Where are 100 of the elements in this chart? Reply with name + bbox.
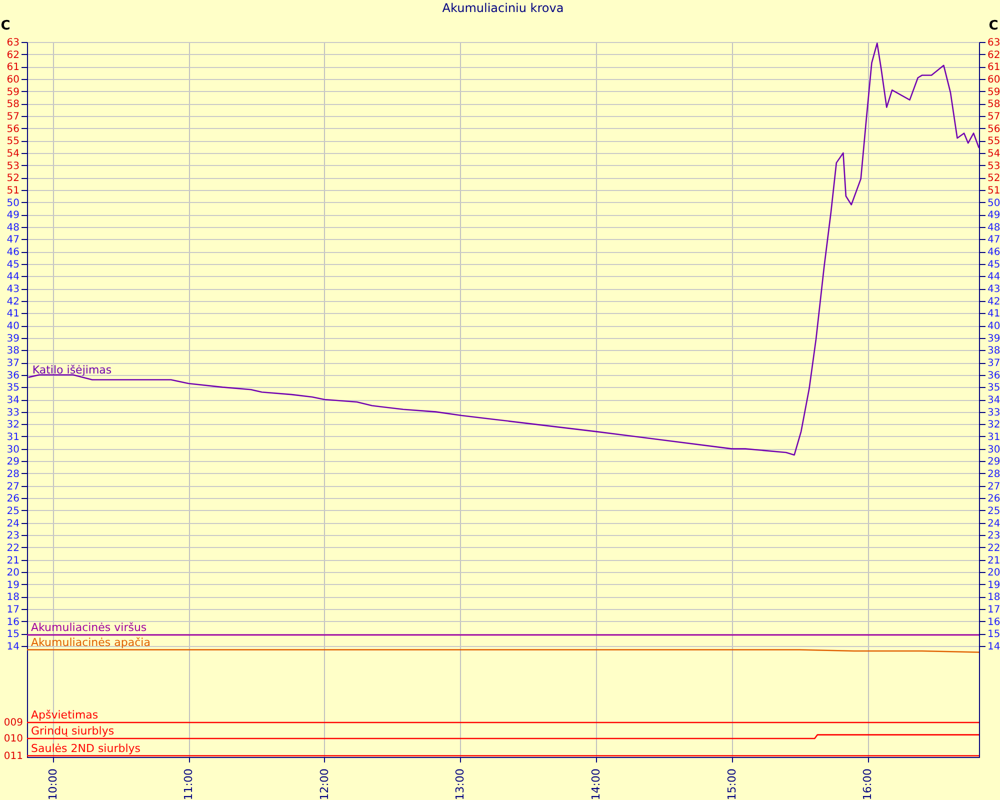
y2-tick-label: 17 — [988, 604, 1000, 616]
y2-tick-label: 48 — [988, 222, 1000, 234]
series-label: Akumuliacinės viršus — [31, 620, 147, 634]
y-tick-label: 30 — [6, 444, 20, 456]
y2-tick-label: 19 — [988, 580, 1000, 591]
y-tick-label: 24 — [6, 518, 20, 530]
y2-tick-label: 22 — [988, 542, 1000, 554]
y2-tick-label: 38 — [988, 346, 1000, 357]
y-tick-label: 57 — [6, 111, 20, 122]
x-tick-label: 16:00 — [861, 768, 874, 800]
y-tick-label: 21 — [6, 555, 20, 566]
y-tick-label: 38 — [6, 346, 20, 357]
series-label: Katilo išėjimas — [32, 363, 112, 376]
y2-tick-label: 26 — [988, 494, 1000, 505]
y-axis-title: C — [0, 18, 10, 34]
y-tick-label: 51 — [6, 185, 20, 196]
y-tick-label: 22 — [6, 542, 20, 554]
y-tick-label: 43 — [6, 284, 20, 296]
y-tick-label: 16 — [6, 616, 20, 628]
y-tick-label: 29 — [6, 456, 20, 468]
y2-tick-label: 43 — [988, 284, 1000, 296]
y2-tick-label: 50 — [988, 198, 1000, 209]
y2-tick-label: 28 — [988, 468, 1000, 480]
y-tick-label: 18 — [6, 592, 20, 604]
y-tick-label: 28 — [6, 468, 20, 480]
y-tick-label: 26 — [6, 494, 20, 505]
y-tick-label: 52 — [6, 173, 20, 184]
chart-title: Akumuliaciniu krova — [442, 1, 564, 15]
x-tick-label: 15:00 — [725, 768, 738, 800]
y-tick-label: 60 — [6, 74, 20, 86]
y2-tick-label: 25 — [988, 506, 1000, 517]
y-tick-label: 54 — [6, 148, 20, 160]
y2-tick-label: 63 — [988, 38, 1000, 48]
y-tick-label: 14 — [6, 642, 20, 653]
y-tick-label: 49 — [6, 210, 20, 222]
y-tick-label: 41 — [6, 308, 20, 320]
y2-tick-label: 27 — [988, 481, 1000, 492]
y2-tick-label: 31 — [988, 432, 1000, 443]
y-tick-label: 32 — [6, 420, 20, 431]
y-tick-label: 37 — [6, 358, 20, 370]
x-tick-label: 11:00 — [182, 768, 196, 800]
y2-tick-label: 54 — [988, 148, 1000, 160]
y-tick-label: 40 — [6, 321, 20, 332]
y2-tick-label: 60 — [988, 74, 1000, 86]
y-tick-label: 42 — [6, 296, 20, 308]
y2-tick-label: 35 — [988, 382, 1000, 394]
y2-tick-label: 32 — [988, 420, 1000, 431]
y2-tick-label: 45 — [988, 259, 1000, 270]
line-series — [28, 42, 980, 456]
y-tick-label: 45 — [6, 259, 20, 270]
text: 009 — [4, 717, 23, 728]
y-tick-label: 17 — [6, 604, 20, 616]
y-tick-label: 50 — [6, 198, 20, 209]
y2-tick-label: 53 — [988, 160, 1000, 172]
y-tick-label: 27 — [6, 481, 20, 492]
x-tick-label: 10:00 — [46, 768, 60, 800]
y-tick-label: 62 — [6, 50, 20, 61]
y-tick-label: 59 — [6, 86, 20, 98]
series-label: Grindų siurblys — [31, 724, 114, 738]
y2-tick-label: 52 — [988, 173, 1000, 184]
y2-tick-label: 49 — [988, 210, 1000, 222]
y2-tick-label: 20 — [988, 568, 1000, 579]
x-tick-label: 14:00 — [590, 768, 603, 800]
y2-tick-label: 18 — [988, 592, 1000, 604]
y2-tick-label: 44 — [988, 272, 1000, 283]
text: 011 — [4, 750, 23, 762]
y-tick-label: 15 — [6, 629, 20, 640]
series-label: Apšvietimas — [31, 708, 98, 722]
series-label: Saulės 2ND siurblys — [31, 742, 141, 755]
y2-tick-label: 34 — [988, 395, 1000, 406]
y2-tick-label: 29 — [988, 456, 1000, 468]
y-tick-label: 55 — [6, 136, 20, 148]
y-tick-label: 53 — [6, 160, 20, 172]
y2-tick-label: 42 — [988, 296, 1000, 308]
text: 010 — [4, 734, 23, 745]
y2-tick-label: 55 — [988, 136, 1000, 148]
y2-tick-label: 41 — [988, 308, 1000, 320]
y2-tick-label: 59 — [988, 86, 1000, 98]
y-tick-label: 39 — [6, 333, 20, 344]
y2-tick-label: 23 — [988, 530, 1000, 542]
y-tick-label: 36 — [6, 370, 20, 382]
y2-tick-label: 62 — [988, 50, 1000, 61]
y-tick-label: 33 — [6, 407, 20, 418]
y2-tick-label: 36 — [988, 370, 1000, 382]
y-tick-label: 58 — [6, 99, 20, 110]
y2-tick-label: 47 — [988, 234, 1000, 246]
y2-tick-label: 21 — [988, 555, 1000, 566]
y2-tick-label: 39 — [988, 333, 1000, 344]
y-tick-label: 25 — [6, 506, 20, 517]
y-tick-label: 20 — [6, 568, 20, 579]
y2-tick-label: 15 — [988, 629, 1000, 640]
y2-tick-label: 14 — [988, 642, 1000, 653]
y2-axis-title: C — [988, 18, 998, 34]
y2-tick-label: 40 — [988, 321, 1000, 332]
y-tick-label: 46 — [6, 247, 20, 258]
x-tick-label: 12:00 — [318, 768, 331, 800]
y-tick-label: 61 — [6, 62, 20, 74]
y2-tick-label: 30 — [988, 444, 1000, 456]
y2-tick-label: 61 — [988, 62, 1000, 74]
y-tick-label: 19 — [6, 580, 20, 591]
